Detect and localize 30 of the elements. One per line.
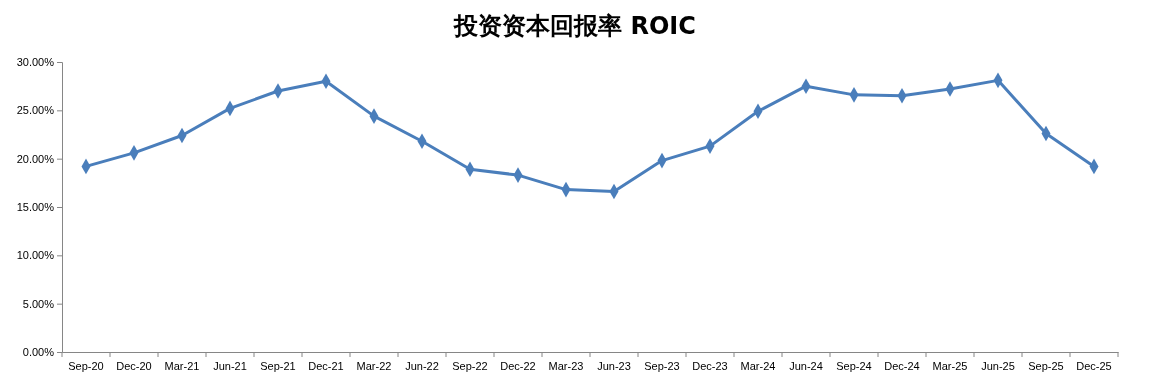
- x-tick-label: Mar-24: [740, 359, 776, 372]
- x-tick-label: Jun-24: [789, 359, 823, 372]
- chart-title: 投资资本回报率 ROIC: [453, 12, 696, 40]
- y-tick-label: 25.00%: [16, 104, 55, 117]
- x-tick-label: Sep-23: [644, 359, 680, 372]
- x-tick-label: Dec-22: [500, 359, 536, 372]
- x-tick-label: Jun-22: [405, 359, 439, 372]
- x-tick-label: Dec-20: [116, 359, 152, 372]
- y-tick-label: 0.00%: [22, 346, 55, 359]
- y-tick-label: 10.00%: [16, 249, 55, 262]
- x-tick-label: Mar-22: [356, 359, 392, 372]
- x-tick-label: Sep-22: [452, 359, 488, 372]
- x-tick-label: Dec-23: [692, 359, 728, 372]
- x-tick-label: Sep-25: [1028, 359, 1064, 372]
- x-tick-label: Sep-21: [260, 359, 296, 372]
- x-tick-label: Dec-25: [1076, 359, 1112, 372]
- x-tick-label: Sep-24: [836, 359, 872, 372]
- x-tick-label: Jun-21: [213, 359, 247, 372]
- x-tick-label: Dec-24: [884, 359, 920, 372]
- x-tick-label: Mar-21: [164, 359, 200, 372]
- x-tick-label: Dec-21: [308, 359, 344, 372]
- y-tick-label: 30.00%: [16, 56, 55, 69]
- y-tick-label: 5.00%: [22, 297, 55, 310]
- x-tick-label: Jun-23: [597, 359, 631, 372]
- x-tick-label: Sep-20: [68, 359, 104, 372]
- x-tick-label: Mar-23: [548, 359, 584, 372]
- x-tick-label: Mar-25: [932, 359, 968, 372]
- x-tick-label: Jun-25: [981, 359, 1015, 372]
- y-tick-label: 20.00%: [16, 152, 55, 165]
- y-tick-label: 15.00%: [16, 201, 55, 214]
